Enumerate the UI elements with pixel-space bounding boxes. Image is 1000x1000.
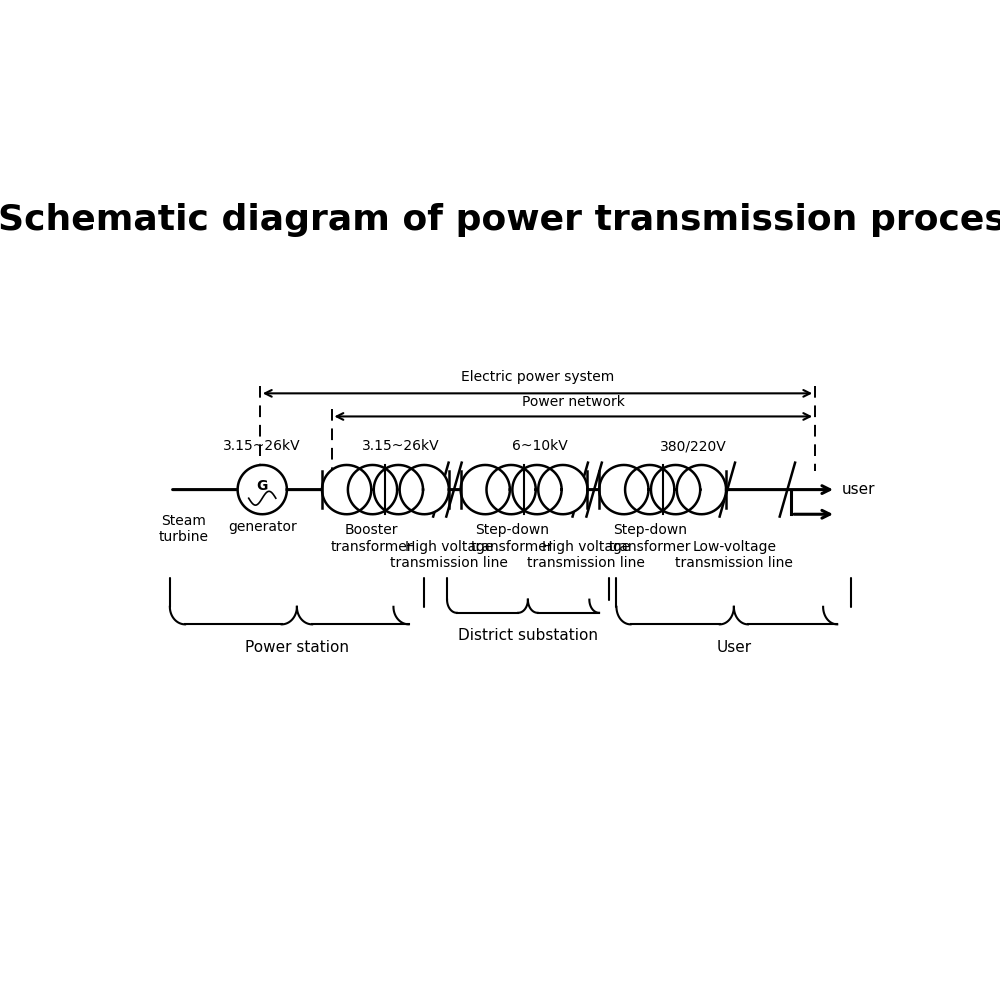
Text: G: G xyxy=(257,479,268,493)
Text: 3.15~26kV: 3.15~26kV xyxy=(223,439,301,453)
Polygon shape xyxy=(677,465,726,514)
Text: High voltage
transmission line: High voltage transmission line xyxy=(390,540,508,570)
Text: Power network: Power network xyxy=(522,395,625,409)
Polygon shape xyxy=(348,465,397,514)
Polygon shape xyxy=(322,465,371,514)
Text: generator: generator xyxy=(228,520,297,534)
Text: Booster
transformer: Booster transformer xyxy=(330,523,413,554)
Polygon shape xyxy=(599,465,648,514)
Text: Low-voltage
transmission line: Low-voltage transmission line xyxy=(675,540,793,570)
Polygon shape xyxy=(461,465,510,514)
Polygon shape xyxy=(651,465,700,514)
Polygon shape xyxy=(374,465,423,514)
Text: Steam
turbine: Steam turbine xyxy=(159,514,209,544)
Text: District substation: District substation xyxy=(458,628,598,643)
Text: user: user xyxy=(842,482,876,497)
Polygon shape xyxy=(538,465,587,514)
Text: 6~10kV: 6~10kV xyxy=(512,439,567,453)
Text: Step-down
transformer: Step-down transformer xyxy=(609,523,692,554)
Text: Power station: Power station xyxy=(245,640,349,655)
Polygon shape xyxy=(625,465,674,514)
Text: User: User xyxy=(716,640,751,655)
Polygon shape xyxy=(400,465,449,514)
Text: Schematic diagram of power transmission process: Schematic diagram of power transmission … xyxy=(0,203,1000,237)
Text: Step-down
transformer: Step-down transformer xyxy=(470,523,553,554)
Text: Electric power system: Electric power system xyxy=(461,370,614,384)
Polygon shape xyxy=(238,465,287,514)
Text: High voltage
transmission line: High voltage transmission line xyxy=(527,540,645,570)
Polygon shape xyxy=(486,465,536,514)
Text: 380/220V: 380/220V xyxy=(660,439,727,453)
Polygon shape xyxy=(512,465,562,514)
Text: 3.15~26kV: 3.15~26kV xyxy=(362,439,440,453)
